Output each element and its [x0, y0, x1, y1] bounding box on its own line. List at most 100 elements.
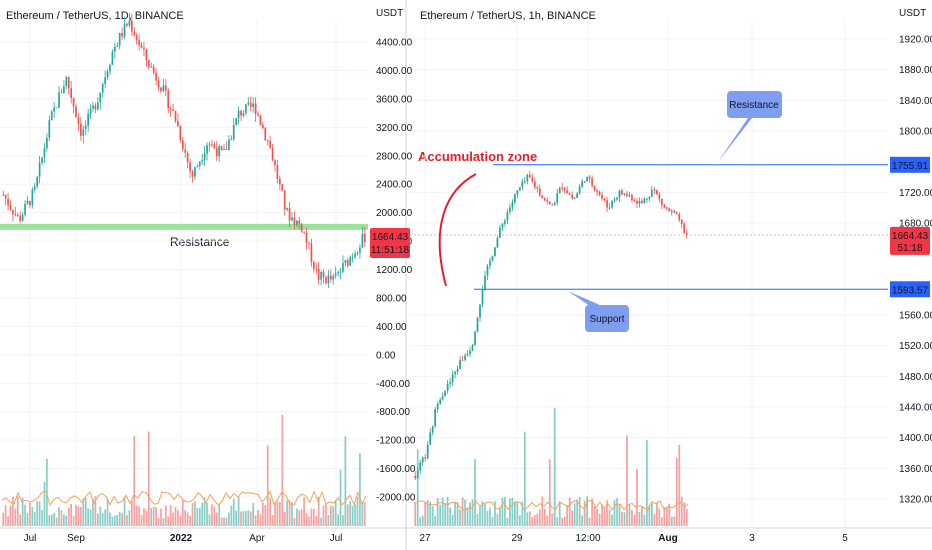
- left-volume-bar: [101, 512, 104, 526]
- right-candle: [461, 359, 464, 361]
- left-volume-bar: [359, 453, 361, 526]
- right-candle: [436, 404, 439, 410]
- left-volume-bar: [99, 506, 102, 526]
- right-volume-bar: [683, 502, 686, 526]
- left-volume-bar: [295, 508, 298, 526]
- left-volume-bar: [177, 510, 179, 526]
- left-candle: [264, 128, 267, 141]
- right-candle: [426, 444, 429, 459]
- right-candle: [479, 304, 481, 318]
- right-volume-bar: [618, 503, 621, 526]
- right-candle: [568, 193, 571, 195]
- left-volume-bar: [147, 431, 150, 526]
- left-volume-bar: [240, 511, 242, 526]
- left-candle: [194, 167, 196, 177]
- right-volume-bar: [541, 496, 544, 526]
- left-candle: [286, 208, 288, 210]
- left-time-tick: Jul: [24, 533, 37, 544]
- left-volume-bar: [249, 511, 252, 526]
- right-candle: [651, 189, 653, 197]
- right-candle: [481, 290, 484, 305]
- right-price-tick: 1560.00: [899, 311, 932, 322]
- left-candle: [48, 120, 51, 138]
- left-volume-bar: [356, 496, 359, 526]
- left-volume-bar: [300, 509, 303, 526]
- right-candle: [593, 185, 596, 191]
- right-volume-bar: [593, 506, 596, 526]
- right-candle: [626, 193, 628, 196]
- left-candle: [29, 200, 31, 206]
- right-candle: [533, 181, 536, 188]
- right-candle: [518, 187, 521, 191]
- right-volume-bar: [685, 508, 688, 526]
- left-volume-bar: [72, 516, 75, 526]
- left-volume-bar: [203, 497, 206, 526]
- left-volume-bar: [26, 513, 29, 526]
- left-candle: [113, 46, 116, 52]
- right-volume-bar: [446, 496, 449, 526]
- resistance-callout-label: Resistance: [729, 100, 779, 111]
- left-candle: [237, 110, 240, 119]
- left-volume-bar: [21, 497, 24, 526]
- right-candle: [521, 181, 524, 188]
- left-volume-bar: [116, 515, 119, 526]
- left-volume-bar: [225, 517, 228, 526]
- right-candle: [511, 202, 514, 208]
- support-price-badge: [890, 281, 930, 298]
- left-price-tick: 0.00: [376, 350, 396, 361]
- right-candle: [638, 200, 641, 204]
- right-candle: [474, 331, 476, 346]
- left-candle: [126, 23, 128, 26]
- right-candle: [598, 191, 601, 195]
- right-volume-bar: [568, 497, 571, 526]
- right-volume-bar: [516, 501, 519, 526]
- left-candle: [82, 128, 85, 136]
- right-volume-bar: [561, 517, 564, 526]
- left-candle: [262, 124, 264, 129]
- right-volume-bar: [514, 501, 516, 526]
- left-candle: [104, 77, 106, 84]
- left-volume-bar: [89, 509, 92, 526]
- left-candle: [213, 144, 216, 149]
- right-candle: [489, 260, 491, 266]
- right-candle: [464, 355, 466, 360]
- left-volume-bar: [38, 501, 41, 526]
- left-candle: [143, 47, 145, 50]
- resistance-callout: [727, 91, 782, 118]
- right-candle: [613, 199, 616, 201]
- right-price-tick: 1400.00: [899, 433, 932, 444]
- right-candle: [538, 188, 541, 196]
- right-volume-bar: [636, 468, 638, 526]
- right-candle: [558, 187, 561, 194]
- right-price-tick: 1880.00: [899, 65, 932, 76]
- left-volume-bar: [111, 516, 114, 526]
- right-volume-bar: [543, 508, 546, 526]
- right-volume-bar: [591, 498, 593, 526]
- right-candle: [683, 223, 686, 234]
- left-candle: [155, 72, 157, 81]
- left-candle: [38, 162, 41, 177]
- right-volume-bar: [536, 513, 539, 526]
- right-candle: [523, 181, 526, 183]
- right-volume-bar: [598, 513, 601, 526]
- left-candle: [361, 233, 364, 248]
- right-time-tick: 12:00: [575, 533, 600, 544]
- resistance-price-value: 1755.91: [892, 161, 929, 172]
- left-volume-bar: [162, 517, 165, 526]
- right-candle: [429, 432, 432, 445]
- right-candle: [621, 190, 623, 195]
- left-candle: [2, 194, 5, 196]
- left-candle: [211, 144, 213, 146]
- left-candle: [218, 146, 221, 157]
- left-candle: [162, 85, 165, 91]
- right-volume-bar: [673, 516, 676, 526]
- left-volume-bar: [293, 517, 296, 526]
- left-volume-bar: [288, 500, 291, 526]
- right-candle: [471, 345, 474, 351]
- right-candle: [670, 210, 673, 212]
- left-candle: [230, 139, 233, 141]
- right-volume-bar: [454, 502, 456, 526]
- left-volume-bar: [63, 514, 65, 526]
- left-volume-bar: [252, 502, 255, 526]
